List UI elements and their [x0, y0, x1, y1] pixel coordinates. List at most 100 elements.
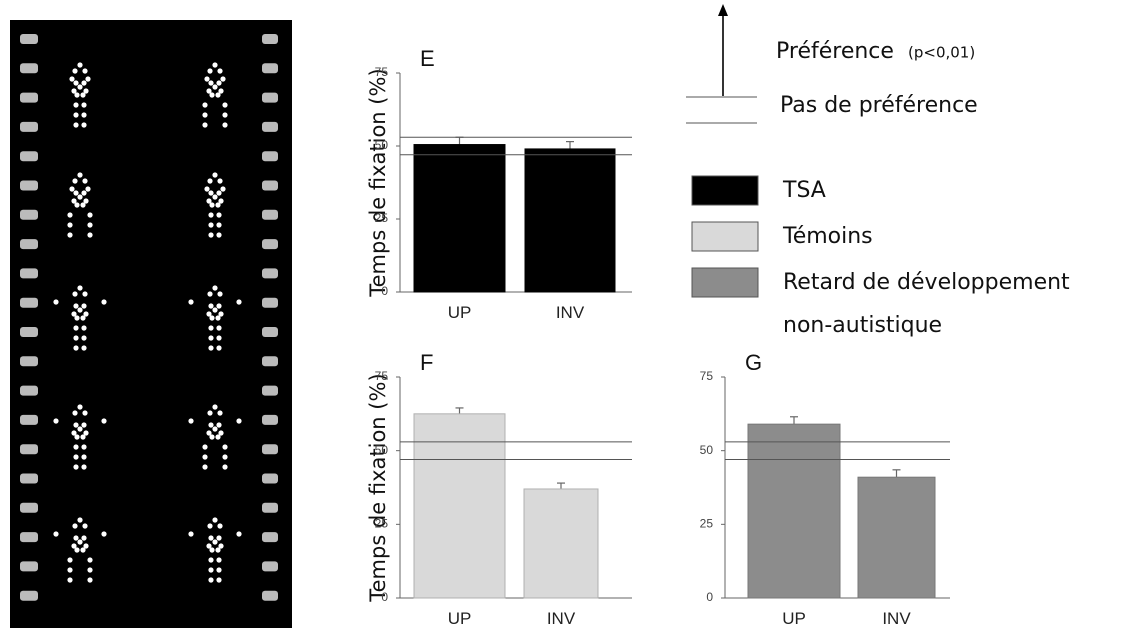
y-tick-label: 0 [706, 590, 713, 604]
dot [53, 418, 59, 424]
sprocket [262, 209, 278, 220]
dot [69, 76, 75, 82]
dot [101, 531, 107, 537]
dot [72, 178, 78, 184]
arrow-head [718, 4, 728, 16]
dot [82, 178, 88, 184]
dot [71, 430, 77, 436]
dot [73, 80, 79, 86]
sprocket [262, 590, 278, 601]
dot [81, 102, 87, 108]
dot [204, 76, 210, 82]
dot [77, 404, 83, 410]
bar [413, 413, 506, 599]
y-tick-label: 25 [700, 517, 714, 531]
dot [220, 186, 226, 192]
panel-label: G [745, 350, 762, 375]
sprocket [262, 385, 278, 396]
dot [77, 62, 83, 68]
dot [208, 190, 214, 196]
dot [218, 430, 224, 436]
y-tick-label: 75 [700, 369, 714, 383]
dot [217, 68, 223, 74]
dot [53, 531, 59, 537]
dot [87, 232, 93, 238]
dot [212, 426, 218, 432]
dot [212, 517, 218, 523]
dot [222, 122, 228, 128]
dot [101, 299, 107, 305]
sprocket [20, 385, 38, 396]
dot [81, 422, 87, 428]
sprocket [262, 327, 278, 337]
dot [77, 517, 83, 523]
dot [71, 88, 77, 94]
dot [206, 430, 212, 436]
sprocket [20, 34, 38, 44]
sprocket [20, 180, 38, 191]
dot [74, 547, 80, 553]
x-tick-label: UP [782, 609, 806, 628]
sprocket [262, 532, 278, 543]
dot [67, 557, 73, 563]
dot [222, 102, 228, 108]
dot [73, 102, 79, 108]
dot [77, 539, 83, 545]
dot [73, 535, 79, 541]
sprocket [20, 151, 38, 162]
dot [81, 112, 87, 118]
dot [220, 76, 226, 82]
dot [202, 112, 208, 118]
dot [81, 303, 87, 309]
dot [208, 345, 214, 351]
dot [209, 547, 215, 553]
sprocket [262, 356, 278, 367]
dot [236, 418, 242, 424]
dot [209, 92, 215, 98]
sprocket [20, 327, 38, 337]
dot [206, 88, 212, 94]
sprocket [262, 63, 278, 74]
sprocket [262, 121, 278, 132]
panel-label: F [420, 350, 433, 375]
dot [236, 531, 242, 537]
dot [222, 112, 228, 118]
bar [747, 423, 841, 599]
sprocket [20, 473, 38, 484]
dot [216, 335, 222, 341]
dot [81, 444, 87, 450]
dot [236, 299, 242, 305]
dot [81, 535, 87, 541]
dot [217, 410, 223, 416]
dot [208, 422, 214, 428]
bar [523, 488, 599, 599]
dot [212, 194, 218, 200]
legend-extra: non-autistique [783, 313, 942, 338]
x-tick-label: UP [448, 303, 472, 322]
dot [202, 454, 208, 460]
sprocket [20, 444, 38, 455]
sprocket [262, 239, 278, 250]
dot [207, 410, 213, 416]
dot [202, 122, 208, 128]
dot [72, 523, 78, 529]
dot [80, 434, 86, 440]
dot [222, 464, 228, 470]
dot [80, 315, 86, 321]
dot [217, 178, 223, 184]
dot [207, 178, 213, 184]
dot [73, 303, 79, 309]
dot [215, 547, 221, 553]
sprocket [262, 180, 278, 191]
dot [216, 535, 222, 541]
dot [216, 232, 222, 238]
dot [215, 92, 221, 98]
dot [71, 311, 77, 317]
sprocket [20, 121, 38, 132]
dot [77, 84, 83, 90]
dot [209, 202, 215, 208]
dot [73, 325, 79, 331]
dot [82, 68, 88, 74]
dot [72, 68, 78, 74]
